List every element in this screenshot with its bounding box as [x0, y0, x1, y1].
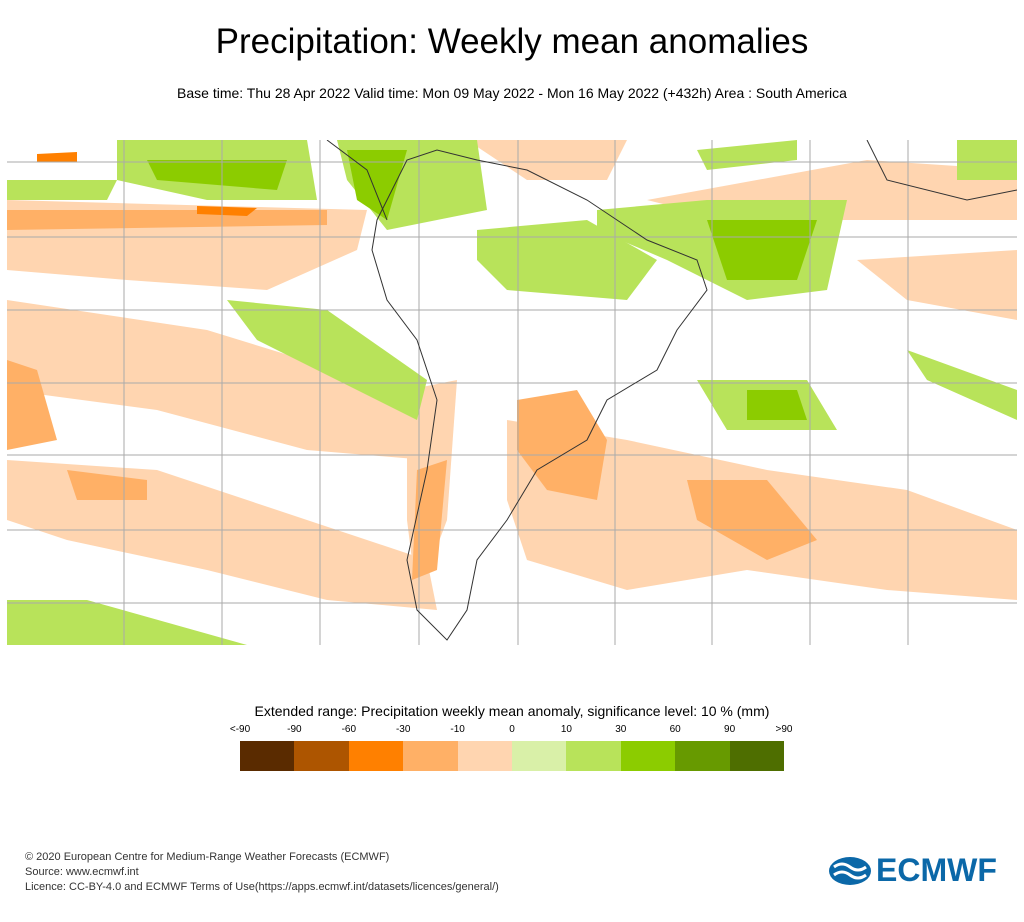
central-america-outline	[326, 140, 1017, 221]
legend-title: Extended range: Precipitation weekly mea…	[254, 703, 770, 719]
legend-label: >90	[775, 724, 793, 735]
legend-colorbar	[240, 741, 785, 771]
legend-label: -90	[287, 724, 302, 735]
legend-label: 90	[724, 724, 736, 735]
moderate-negative-areas	[7, 210, 817, 580]
legend-label: -10	[450, 724, 465, 735]
legend-label: -60	[341, 724, 357, 735]
legend-color-swatch	[729, 741, 785, 771]
strong-negative-areas	[37, 152, 257, 216]
legend-color-swatch	[403, 741, 458, 771]
subtitle: Base time: Thu 28 Apr 2022 Valid time: M…	[177, 85, 847, 101]
legend-labels: <-90 -90 -60 -30 -10 0 10 30 60 90 >90	[230, 724, 793, 738]
page-title: Precipitation: Weekly mean anomalies	[215, 22, 809, 61]
legend-label: -30	[395, 724, 411, 735]
legend-color-swatch	[240, 741, 295, 771]
footer: © 2020 European Centre for Medium-Range …	[25, 850, 499, 895]
legend-label: 10	[560, 724, 572, 735]
legend-color-swatch	[512, 741, 567, 771]
logo-text: ECMWF	[876, 852, 997, 888]
legend-color-swatch	[675, 741, 730, 771]
legend-color-swatch	[620, 741, 676, 771]
legend-color-swatch	[566, 741, 621, 771]
legend-label: 60	[669, 724, 681, 735]
moderate-positive-areas	[147, 150, 817, 420]
legend-label: <-90	[229, 724, 251, 735]
legend-color-swatch	[457, 741, 513, 771]
anomaly-map	[7, 140, 1017, 645]
grid-lines	[7, 140, 1017, 645]
legend-label: 0	[509, 724, 515, 735]
legend-color-swatch	[294, 741, 349, 771]
ecmwf-logo-icon	[829, 856, 871, 885]
ecmwf-logo: ECMWF	[828, 852, 997, 889]
legend-color-swatch	[348, 741, 404, 771]
south-america-outline	[371, 149, 708, 641]
licence: Licence: CC-BY-4.0 and ECMWF Terms of Us…	[25, 881, 499, 893]
source: Source: www.ecmwf.int	[25, 866, 139, 878]
copyright: © 2020 European Centre for Medium-Range …	[25, 851, 390, 863]
legend-label: 30	[615, 724, 627, 735]
